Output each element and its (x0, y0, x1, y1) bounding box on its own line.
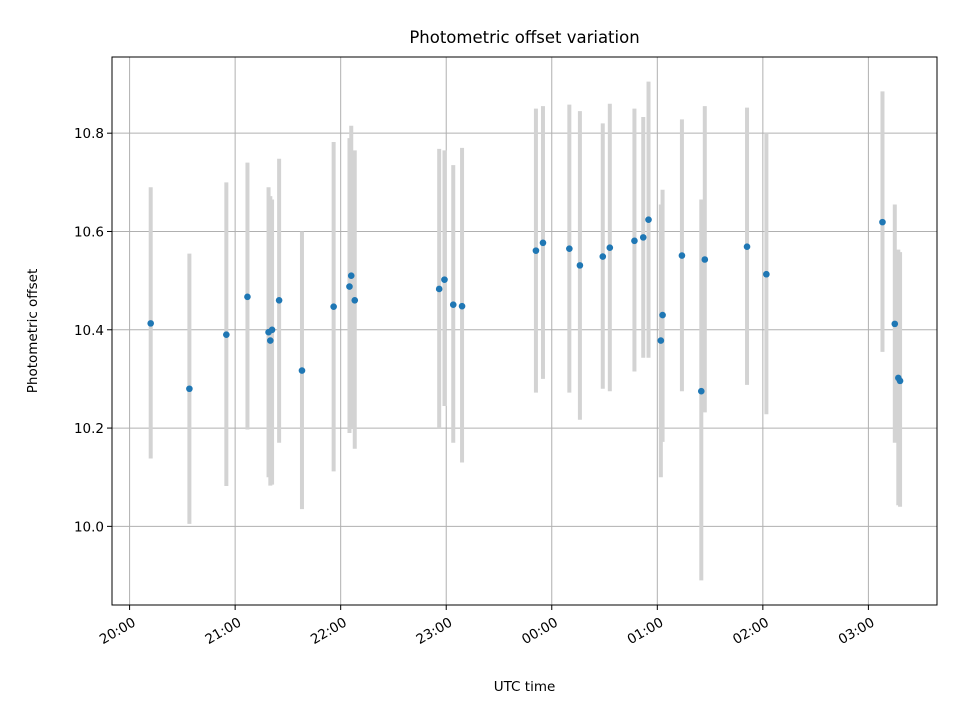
x-axis-label: UTC time (494, 679, 556, 695)
y-tick-label: 10.2 (74, 421, 104, 437)
data-point (697, 387, 705, 395)
data-point (532, 247, 540, 254)
y-axis: 10.0 10.2 10.4 10.6 10.8 (74, 126, 112, 535)
plot-frame (111, 56, 938, 606)
data-point (678, 252, 686, 259)
data-point (449, 301, 457, 309)
data-point (147, 320, 154, 327)
data-point (701, 256, 709, 263)
data-point (298, 367, 306, 374)
chart-title: Photometric offset variation (409, 28, 639, 47)
data-point (435, 285, 443, 293)
data-point (186, 385, 193, 393)
data-point (657, 337, 665, 344)
data-point (244, 293, 251, 301)
y-tick-label: 10.6 (74, 224, 104, 240)
data-point (659, 311, 666, 319)
data-point (743, 243, 751, 251)
y-tick-label: 10.4 (74, 323, 104, 339)
data-point (599, 253, 607, 260)
data-point (631, 237, 638, 245)
data-point (539, 239, 547, 247)
data-point (346, 283, 353, 290)
data-points (147, 216, 904, 395)
data-point (330, 303, 337, 310)
data-point (275, 296, 283, 304)
data-point (458, 302, 466, 310)
data-point (576, 262, 584, 269)
y-tick-label: 10.0 (74, 519, 104, 535)
data-point (606, 244, 614, 251)
y-axis-label: Photometric offset (25, 269, 41, 393)
data-point (351, 296, 359, 304)
data-point (566, 245, 573, 252)
data-point (441, 276, 448, 283)
data-point (267, 337, 274, 344)
data-point (223, 331, 230, 338)
data-point (639, 234, 647, 241)
data-point (879, 218, 886, 226)
data-point (763, 270, 770, 278)
data-point (645, 216, 652, 223)
data-point (347, 272, 355, 280)
y-tick-label: 10.8 (74, 126, 104, 142)
grid (112, 57, 937, 605)
data-point (896, 377, 904, 385)
data-point (891, 320, 899, 328)
data-point (268, 326, 276, 334)
